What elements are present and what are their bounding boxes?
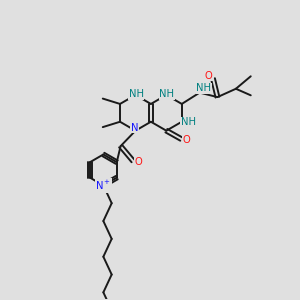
Text: NH: NH [196, 83, 211, 94]
Text: O: O [135, 157, 142, 167]
Text: NH: NH [129, 89, 144, 99]
Text: O: O [183, 135, 190, 145]
Text: NH: NH [159, 89, 174, 99]
Text: NH: NH [181, 117, 196, 128]
Text: N: N [131, 123, 139, 133]
Text: O: O [205, 71, 213, 81]
Text: N$^+$: N$^+$ [95, 179, 111, 192]
